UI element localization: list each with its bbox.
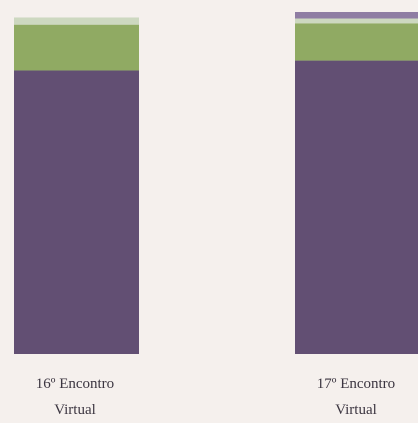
bar-segment-cat2-series4 — [295, 12, 418, 19]
bars — [14, 12, 418, 355]
category-label-16: 16º Encontro Virtual — [0, 371, 155, 423]
bar-segment-cat2-series2 — [295, 23, 418, 61]
category-label-16-line2: Virtual — [54, 402, 96, 418]
category-label-16-line1: 16º Encontro — [35, 376, 115, 392]
bar-segment-cat2-series1 — [295, 60, 418, 355]
bar-segment-cat2-series3 — [295, 18, 418, 24]
bar-segment-cat1-series2 — [14, 24, 139, 71]
bar-segment-cat1-series1 — [14, 70, 139, 354]
category-label-17-line2: Virtual — [335, 402, 377, 418]
bar-segment-cat1-series3 — [14, 17, 139, 25]
category-label-17: 17º Encontro Virtual — [276, 371, 418, 423]
category-label-17-line1: 17º Encontro — [316, 376, 396, 392]
